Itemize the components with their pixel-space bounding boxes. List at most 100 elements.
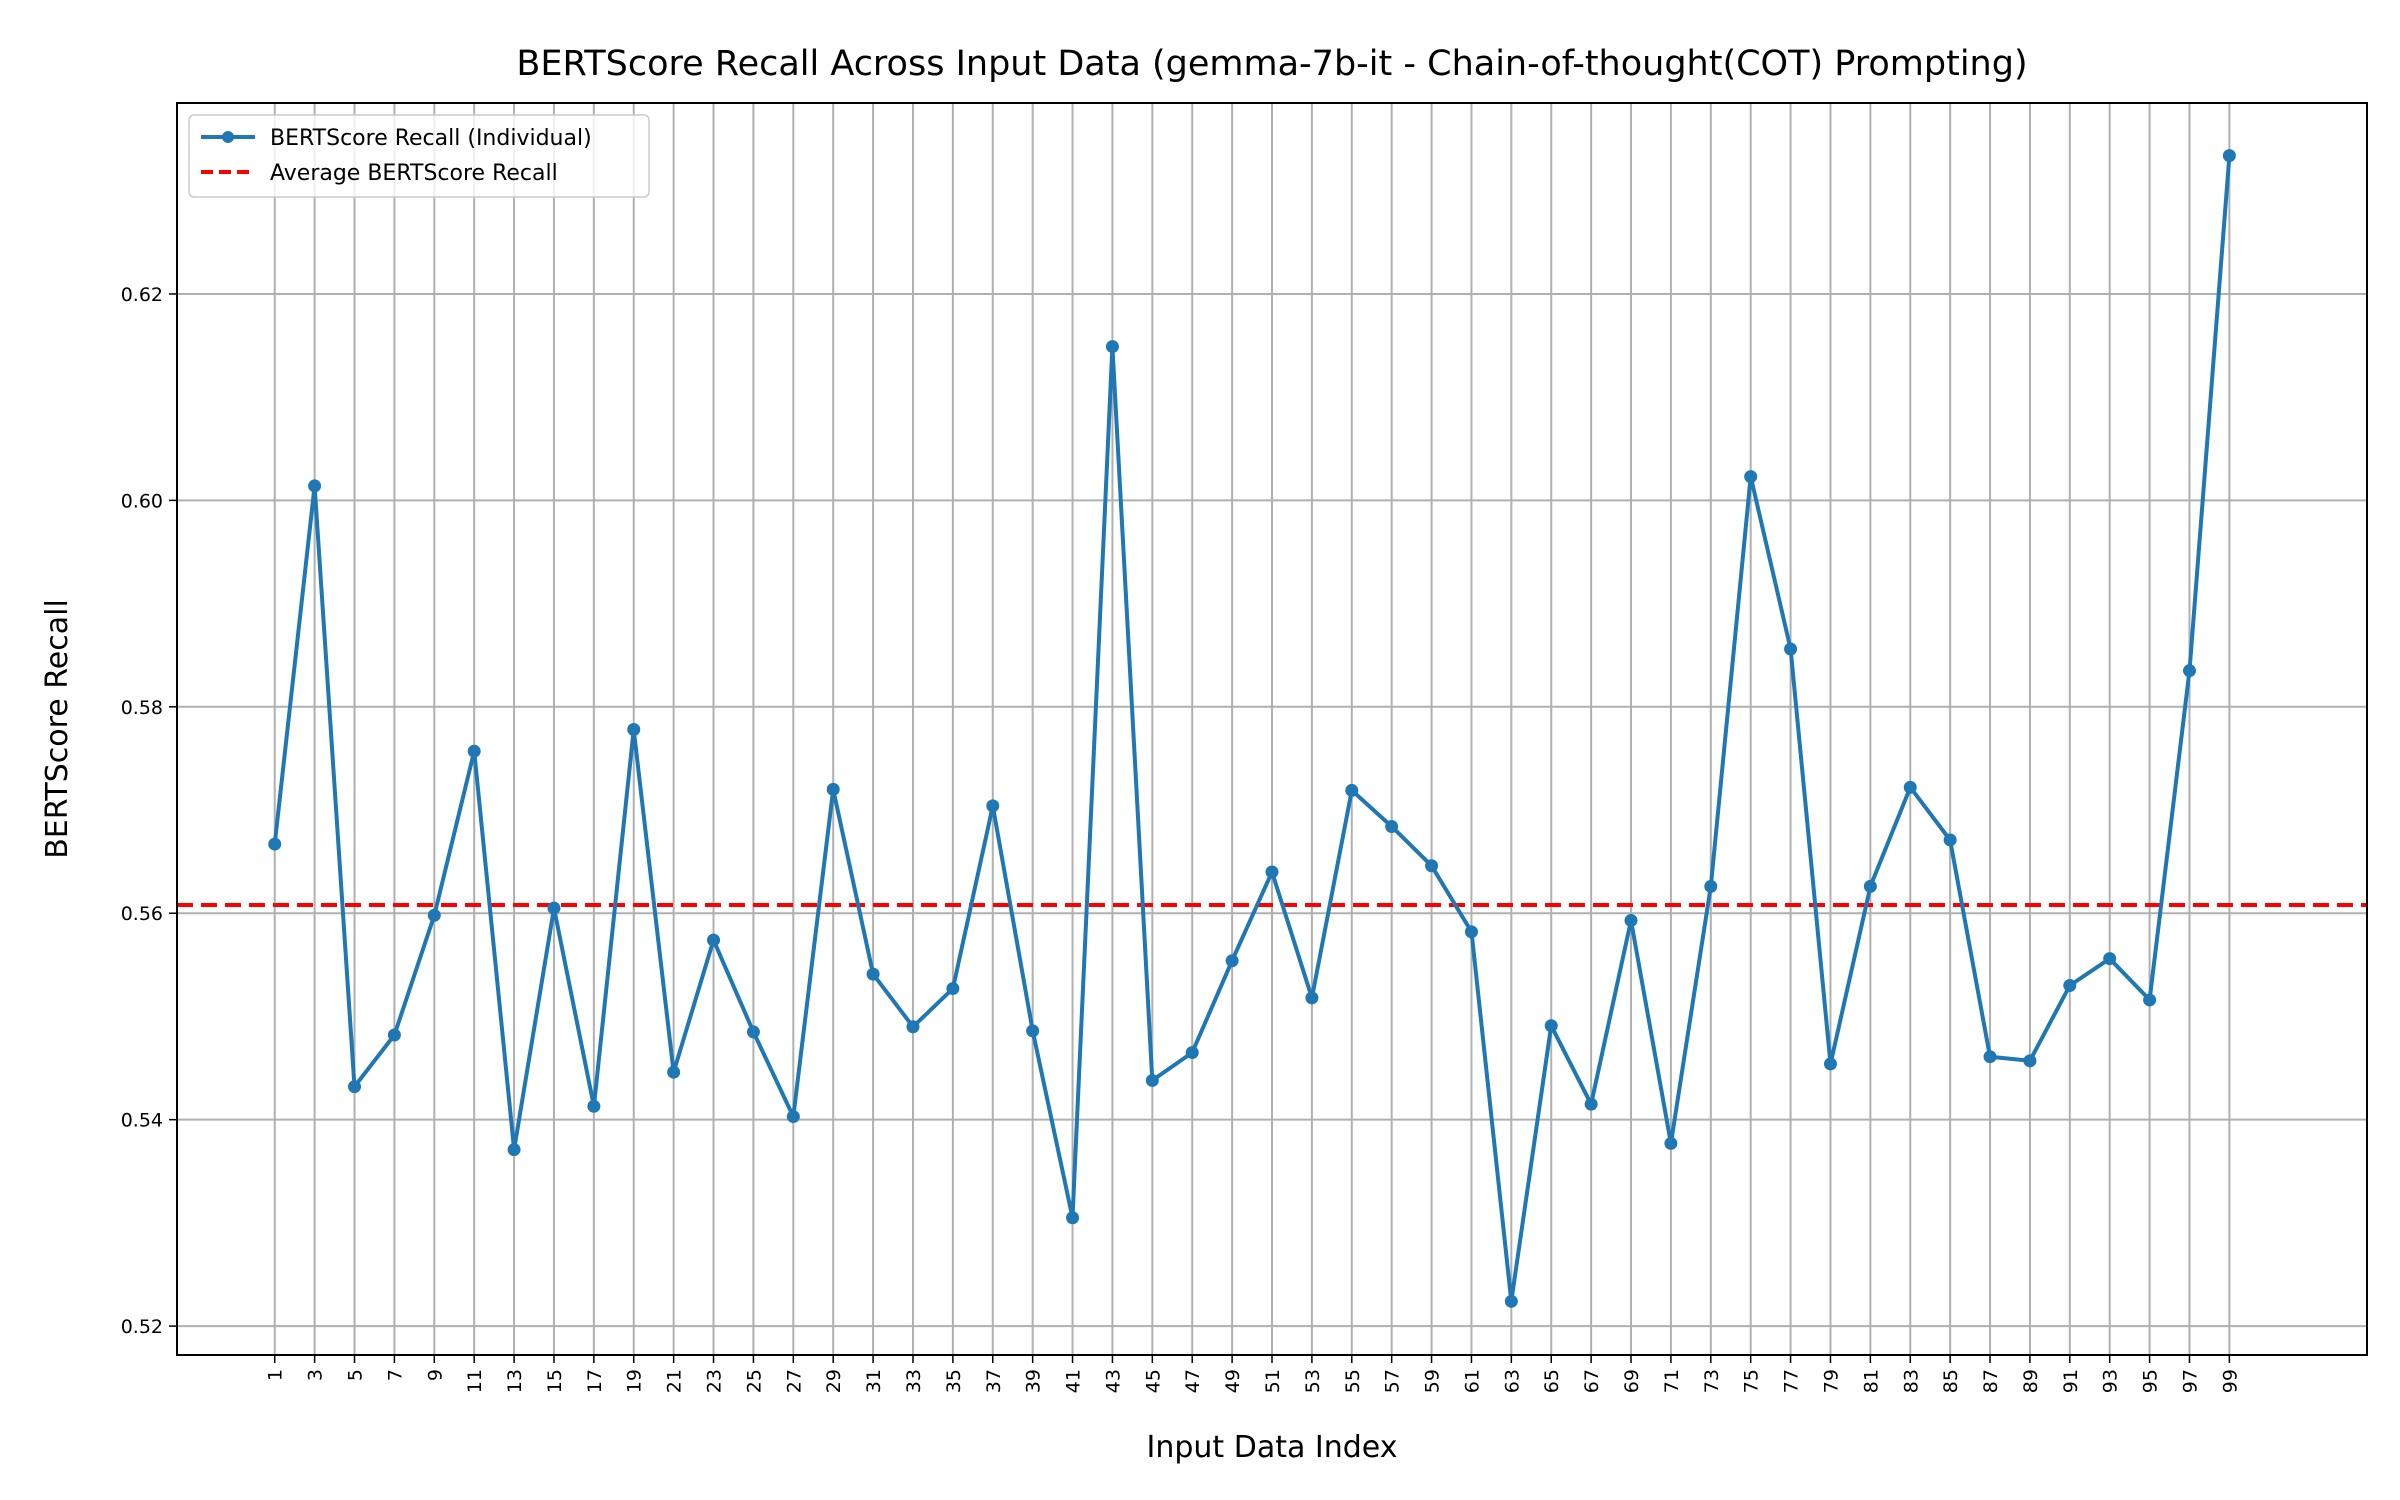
x-tick-label: 7	[384, 1369, 406, 1381]
data-point	[906, 1020, 920, 1034]
data-point	[1544, 1019, 1558, 1033]
legend: BERTScore Recall (Individual) Average BE…	[188, 114, 650, 198]
x-tick-label: 37	[983, 1369, 1005, 1393]
data-point	[866, 967, 880, 981]
x-tick-label: 93	[2100, 1369, 2122, 1393]
data-point	[1026, 1024, 1040, 1038]
x-tick-label: 1	[265, 1369, 287, 1381]
data-point	[1425, 859, 1439, 873]
data-point	[1983, 1050, 1997, 1064]
y-tick-label: 0.56	[121, 903, 163, 925]
data-point	[946, 982, 960, 996]
legend-box	[188, 114, 650, 198]
legend-label-average: Average BERTScore Recall	[270, 161, 558, 186]
data-point	[2063, 978, 2077, 992]
data-point	[467, 744, 481, 758]
data-point	[746, 1025, 760, 1039]
data-point	[1943, 833, 1957, 847]
data-point	[707, 933, 721, 947]
x-tick-label: 97	[2179, 1369, 2201, 1393]
data-point	[1185, 1046, 1199, 1060]
data-point	[2103, 952, 2117, 966]
x-tick-label: 61	[1461, 1369, 1483, 1393]
x-tick-label: 75	[1741, 1369, 1763, 1393]
x-tick-label: 69	[1621, 1369, 1643, 1393]
data-point	[1305, 991, 1319, 1005]
data-point	[1744, 470, 1758, 484]
grid-lines	[177, 103, 2367, 1355]
data-point	[1664, 1136, 1678, 1150]
x-tick-label: 81	[1860, 1369, 1882, 1393]
data-point	[547, 901, 561, 915]
x-tick-label: 31	[863, 1369, 885, 1393]
x-tick-label: 99	[2219, 1369, 2241, 1393]
y-axis-label: BERTScore Recall	[40, 599, 75, 859]
data-point	[786, 1110, 800, 1124]
y-tick-label: 0.52	[121, 1316, 163, 1338]
x-tick-label: 9	[424, 1369, 446, 1381]
legend-label-individual: BERTScore Recall (Individual)	[270, 126, 592, 151]
x-tick-label: 11	[464, 1369, 486, 1393]
x-tick-label: 19	[624, 1369, 646, 1393]
x-tick-label: 71	[1661, 1369, 1683, 1393]
x-tick-label: 15	[544, 1369, 566, 1393]
data-point	[986, 799, 1000, 813]
data-point	[1385, 820, 1399, 834]
x-tick-label: 91	[2060, 1369, 2082, 1393]
data-point	[2023, 1054, 2037, 1068]
x-tick-label: 29	[823, 1369, 845, 1393]
data-point	[1624, 913, 1638, 927]
data-point	[1464, 925, 1478, 939]
x-tick-label: 79	[1820, 1369, 1842, 1393]
x-tick-label: 63	[1501, 1369, 1523, 1393]
x-tick-label: 77	[1781, 1369, 1803, 1393]
x-tick-label: 53	[1302, 1369, 1324, 1393]
x-tick-label: 41	[1063, 1369, 1085, 1393]
x-tick-label: 35	[943, 1369, 965, 1393]
x-tick-label: 67	[1581, 1369, 1603, 1393]
x-tick-label: 39	[1023, 1369, 1045, 1393]
data-point	[1105, 340, 1119, 354]
y-tick-label: 0.60	[121, 490, 163, 512]
x-tick-label: 13	[504, 1369, 526, 1393]
x-tick-label: 45	[1142, 1369, 1164, 1393]
data-point	[348, 1080, 362, 1094]
data-point	[1225, 954, 1239, 968]
series-line	[272, 155, 2232, 1304]
y-tick-label: 0.58	[121, 697, 163, 719]
x-tick-label: 51	[1262, 1369, 1284, 1393]
data-point	[308, 479, 322, 493]
x-tick-label: 33	[903, 1369, 925, 1393]
data-point	[2182, 664, 2196, 678]
data-point	[1863, 879, 1877, 893]
data-point	[1345, 783, 1359, 797]
x-tick-label: 25	[743, 1369, 765, 1393]
x-tick-label: 43	[1102, 1369, 1124, 1393]
data-point	[1265, 865, 1279, 879]
legend-marker-individual	[222, 131, 234, 143]
x-ticks: 1 3 5 7 9 11 13 15 17 19 21 23 25 27 29 31 33 35 37 39 41 43 4…	[265, 1355, 2241, 1393]
x-tick-label: 83	[1900, 1369, 1922, 1393]
x-tick-label: 17	[584, 1369, 606, 1393]
x-tick-label: 23	[704, 1369, 726, 1393]
chart-title: BERTScore Recall Across Input Data (gemm…	[516, 44, 2027, 84]
y-ticks: 0.52 0.54 0.56 0.58 0.60 0.62	[121, 284, 177, 1338]
x-tick-label: 49	[1222, 1369, 1244, 1393]
x-tick-label: 55	[1342, 1369, 1364, 1393]
data-point	[587, 1099, 601, 1113]
x-tick-label: 89	[2020, 1369, 2042, 1393]
data-point	[2222, 149, 2236, 163]
x-tick-label: 65	[1541, 1369, 1563, 1393]
data-point	[1504, 1294, 1518, 1308]
data-point	[1823, 1057, 1837, 1071]
x-tick-label: 27	[783, 1369, 805, 1393]
data-point	[1704, 879, 1718, 893]
data-point	[507, 1143, 521, 1157]
x-axis-label: Input Data Index	[1147, 1430, 1398, 1465]
series-layer	[268, 149, 2236, 1308]
x-tick-label: 21	[664, 1369, 686, 1393]
data-point	[1066, 1211, 1080, 1225]
data-point	[667, 1065, 681, 1079]
data-point	[1903, 780, 1917, 794]
